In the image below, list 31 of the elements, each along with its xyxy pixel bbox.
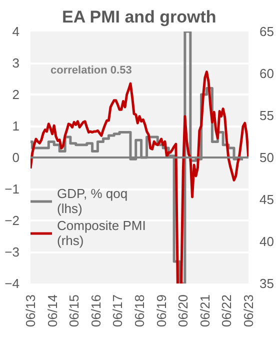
- y2-tick-label: 65: [260, 24, 274, 39]
- y-tick-label: −4: [4, 276, 20, 291]
- x-tick-label: 06/23: [241, 294, 256, 328]
- y2-tick-label: 45: [260, 192, 274, 207]
- x-tick-label: 06/19: [154, 294, 169, 328]
- annotation: correlation 0.53: [50, 64, 132, 76]
- y2-tick-label: 50: [260, 150, 274, 165]
- x-tick-label: 06/22: [219, 294, 234, 328]
- x-tick-label: 06/18: [132, 294, 147, 328]
- y-tick-label: −1: [4, 182, 20, 196]
- legend-label: Composite PMI (rhs): [57, 218, 146, 248]
- legend-label: GDP, % qoq (lhs): [57, 186, 128, 216]
- x-tick-label: 06/14: [44, 294, 60, 328]
- x-tick-label: 06/13: [23, 294, 38, 328]
- x-tick-label: 06/15: [66, 294, 82, 328]
- y-tick-label: 4: [12, 24, 20, 39]
- x-tick-label: 06/20: [176, 294, 191, 328]
- y2-tick-label: 35: [260, 276, 274, 291]
- y-tick-label: 3: [12, 56, 20, 70]
- chart-title: EA PMI and growth: [62, 8, 216, 26]
- y-tick-label: 0: [12, 150, 20, 165]
- x-tick-label: 06/21: [197, 294, 212, 328]
- x-tick-label: 06/16: [88, 294, 104, 328]
- y-tick-label: 2: [12, 87, 20, 102]
- x-tick-label: 06/17: [110, 294, 126, 328]
- y-tick-label: 1: [12, 118, 20, 134]
- y2-tick-label: 40: [260, 234, 274, 249]
- y-tick-label: −3: [4, 244, 20, 260]
- y-tick-label: −2: [4, 213, 20, 228]
- y2-tick-label: 60: [260, 66, 274, 81]
- y2-tick-label: 55: [260, 108, 274, 123]
